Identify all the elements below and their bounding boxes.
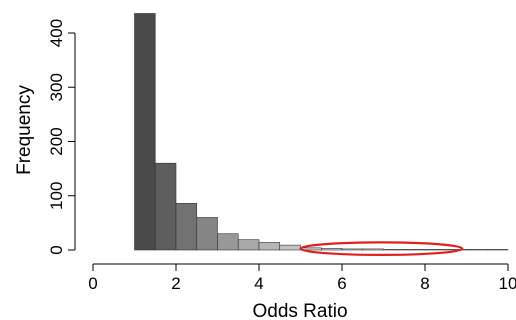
x-tick-label: 4 — [254, 274, 263, 293]
histogram-bar — [258, 242, 281, 251]
histogram-bar — [154, 162, 177, 251]
histogram-bar — [383, 249, 405, 251]
histogram-bars — [134, 13, 509, 251]
histogram-bar — [237, 239, 260, 251]
y-axis: 0 100 200 300 400 — [47, 19, 76, 255]
tail-highlight-ellipse — [299, 241, 464, 256]
histogram-bar — [424, 249, 447, 251]
y-tick-label: 300 — [47, 73, 66, 101]
histogram-bar — [196, 217, 218, 251]
histogram-bar — [466, 249, 488, 251]
x-tick-label: 6 — [337, 274, 346, 293]
histogram-bar — [486, 249, 509, 251]
histogram-bar — [175, 203, 198, 251]
x-tick-label: 2 — [171, 274, 180, 293]
y-tick-label: 0 — [47, 245, 66, 254]
y-tick-label: 200 — [47, 127, 66, 155]
annotations — [299, 241, 464, 256]
histogram-bar — [134, 13, 156, 251]
x-tick-label: 10 — [499, 274, 516, 293]
y-axis-title: Frequency — [14, 85, 35, 175]
histogram-bar — [217, 233, 239, 251]
histogram-bar — [403, 249, 426, 251]
histogram-bar — [279, 244, 301, 251]
x-axis: 0 2 4 6 8 10 — [88, 263, 516, 293]
histogram-bar — [320, 248, 343, 251]
x-tick-label: 0 — [88, 274, 97, 293]
x-tick-label: 8 — [420, 274, 429, 293]
y-tick-label: 100 — [47, 182, 66, 210]
histogram-bar — [445, 249, 467, 251]
histogram-bar — [362, 248, 384, 251]
y-tick-label: 400 — [47, 19, 66, 47]
x-axis-title: Odds Ratio — [252, 301, 347, 320]
histogram-bar — [341, 248, 364, 251]
